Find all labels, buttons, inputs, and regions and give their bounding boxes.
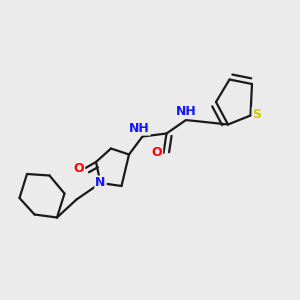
Text: O: O (74, 161, 84, 175)
Text: NH: NH (176, 105, 197, 118)
Text: S: S (253, 107, 262, 121)
Text: NH: NH (129, 122, 150, 135)
Text: O: O (152, 146, 162, 160)
Text: N: N (95, 176, 106, 190)
